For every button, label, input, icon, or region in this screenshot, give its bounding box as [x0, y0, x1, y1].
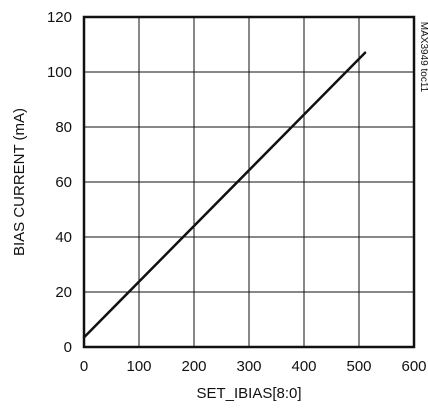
x-tick-label: 400: [291, 358, 316, 375]
series-line: [82, 51, 367, 339]
y-tick-label: 60: [55, 174, 72, 191]
y-tick-labels: 0 20 40 60 80 100 120: [47, 9, 72, 356]
x-tick-label: 600: [401, 358, 426, 375]
y-axis-title: BIAS CURRENT (mA): [11, 108, 28, 256]
y-tick-label: 40: [55, 229, 72, 246]
x-axis-title: SET_IBIAS[8:0]: [196, 385, 301, 402]
y-tick-label: 100: [47, 64, 72, 81]
y-tick-label: 80: [55, 119, 72, 136]
x-tick-label: 500: [346, 358, 371, 375]
x-tick-labels: 0 100 200 300 400 500 600: [80, 358, 427, 375]
x-tick-label: 300: [236, 358, 261, 375]
y-tick-label: 0: [64, 339, 72, 356]
plot-frame: [82, 15, 416, 349]
series-layer: [82, 51, 367, 339]
x-tick-label: 100: [126, 358, 151, 375]
chart-annotation: MAX3949 toc11: [418, 22, 428, 93]
y-tick-label: 20: [55, 284, 72, 301]
x-tick-label: 200: [181, 358, 206, 375]
y-tick-label: 120: [47, 9, 72, 26]
grid: [83, 16, 415, 348]
x-tick-label: 0: [80, 358, 88, 375]
